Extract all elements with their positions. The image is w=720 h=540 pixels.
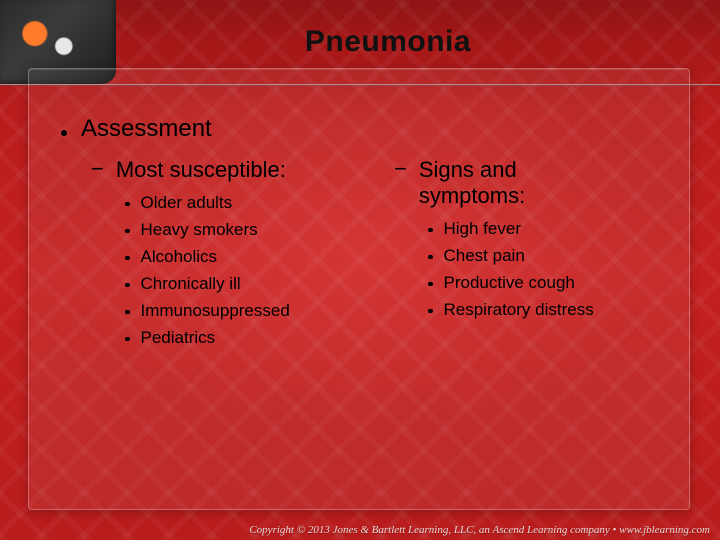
level3-item: Immunosuppressed [125,301,354,321]
bullet-icon [125,256,130,261]
bullet-icon [125,229,130,234]
level3-item: Productive cough [428,273,657,293]
level2-text-line1: Signs and [419,157,517,182]
level3-item: High fever [428,219,657,239]
left-level3-list: Older adults Heavy smokers Alcoholics Chron… [125,193,354,348]
bullet-icon [428,228,433,233]
level3-item: Chest pain [428,246,657,266]
level3-item: Older adults [125,193,354,213]
level3-item: Heavy smokers [125,220,354,240]
dash-icon: − [91,156,104,182]
level2-item: − Signs and symptoms: [394,157,657,209]
left-column: − Most susceptible: Older adults Heavy sm… [91,157,354,355]
content-panel: Assessment − Most susceptible: Older adu… [28,68,690,510]
level3-text: Older adults [141,193,233,213]
level3-item: Pediatrics [125,328,354,348]
level3-text: Pediatrics [141,328,216,348]
bullet-icon [125,202,130,207]
columns: − Most susceptible: Older adults Heavy sm… [91,157,657,355]
level3-text: High fever [444,219,521,239]
slide-title: Pneumonia [116,25,720,59]
right-level3-list: High fever Chest pain Productive cough Resp… [428,219,657,320]
bullet-icon [428,255,433,260]
level1-item: Assessment [61,115,657,143]
level3-item: Chronically ill [125,274,354,294]
level3-item: Alcoholics [125,247,354,267]
copyright-footer: Copyright © 2013 Jones & Bartlett Learni… [249,524,710,536]
level3-text: Productive cough [444,273,575,293]
level1-text: Assessment [81,115,212,143]
bullet-icon [428,282,433,287]
dash-icon: − [394,156,407,182]
level3-text: Heavy smokers [141,220,258,240]
level3-text: Alcoholics [141,247,218,267]
bullet-icon [428,309,433,314]
level2-text-line2: symptoms: [419,183,525,208]
level2-text: Most susceptible: [116,157,286,183]
bullet-icon [125,310,130,315]
right-column: − Signs and symptoms: High fever Chest pa… [394,157,657,355]
level3-item: Respiratory distress [428,300,657,320]
level3-text: Immunosuppressed [141,301,290,321]
level3-text: Respiratory distress [444,300,594,320]
slide: Pneumonia Assessment − Most susceptible:… [0,0,720,540]
level3-text: Chronically ill [141,274,241,294]
level2-text: Signs and symptoms: [419,157,525,209]
bullet-icon [125,337,130,342]
bullet-icon [61,130,67,136]
level3-text: Chest pain [444,246,525,266]
level2-item: − Most susceptible: [91,157,354,183]
bullet-icon [125,283,130,288]
